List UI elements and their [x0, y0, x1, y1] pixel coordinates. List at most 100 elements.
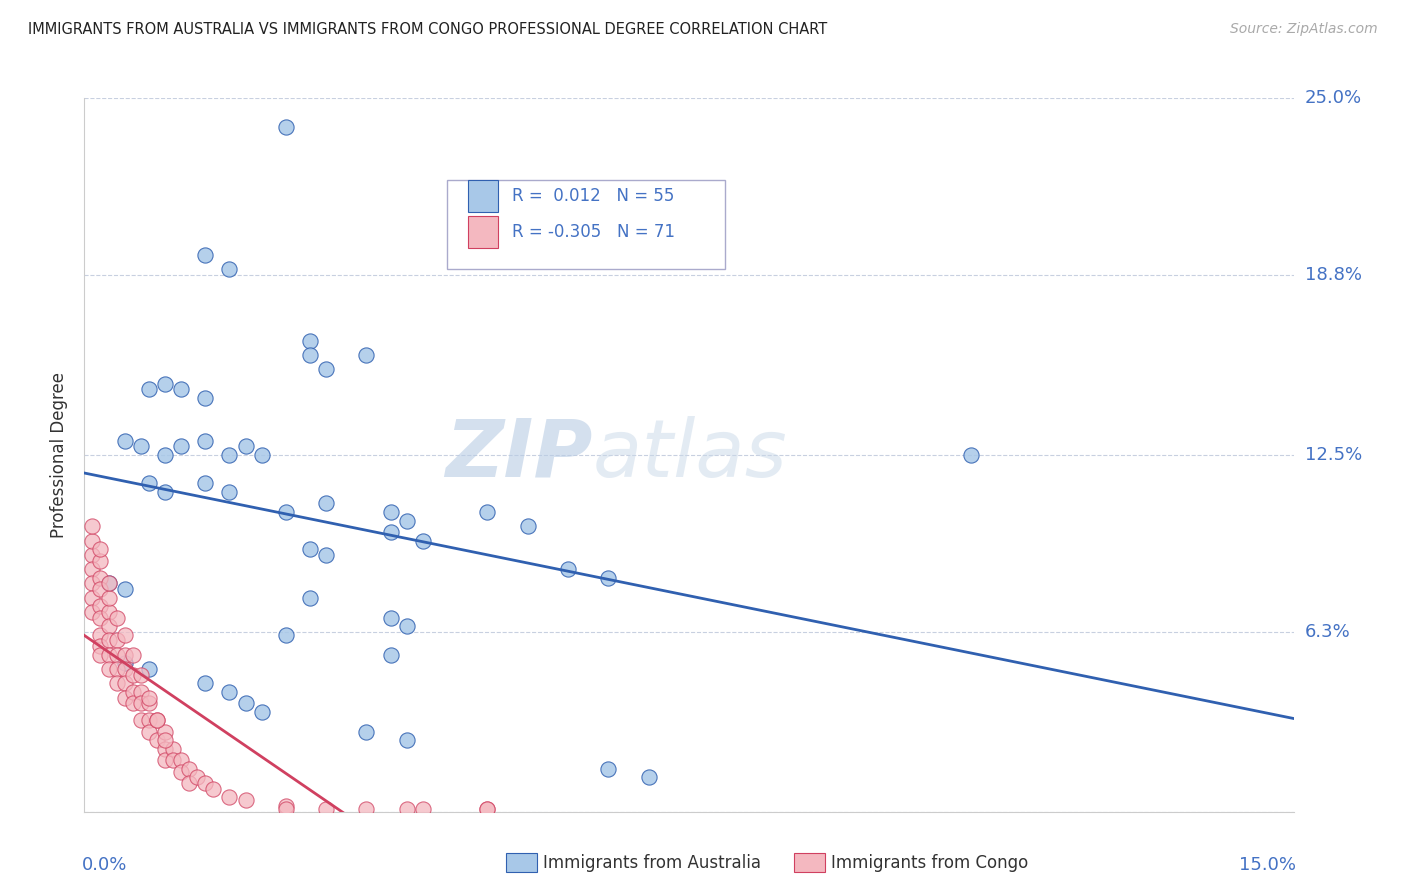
Point [82, 548, 104, 562]
Point [194, 391, 217, 405]
Point [82, 519, 104, 533]
Point [960, 448, 983, 462]
Text: R = -0.305   N = 71: R = -0.305 N = 71 [512, 223, 675, 241]
Point [299, 591, 322, 605]
Point [299, 348, 322, 362]
Point [274, 505, 297, 519]
Point [170, 382, 193, 396]
Text: 12.5%: 12.5% [1305, 446, 1362, 464]
Point [146, 733, 169, 747]
Point [138, 690, 160, 705]
Point [114, 648, 136, 662]
Point [598, 571, 620, 585]
Point [89, 571, 111, 585]
Point [121, 696, 143, 710]
Point [235, 793, 257, 807]
Point [395, 619, 418, 633]
Point [477, 802, 499, 816]
Point [82, 533, 104, 548]
Point [179, 776, 201, 790]
Point [97, 619, 120, 633]
Point [114, 434, 136, 448]
Text: Immigrants from Australia: Immigrants from Australia [543, 854, 761, 871]
Point [97, 576, 120, 591]
Point [153, 448, 176, 462]
Point [105, 610, 128, 624]
Point [179, 762, 201, 776]
Point [138, 662, 160, 676]
Point [477, 505, 499, 519]
Point [89, 639, 111, 653]
Point [89, 599, 111, 614]
Text: 18.8%: 18.8% [1305, 266, 1361, 284]
Point [194, 776, 217, 790]
Point [129, 667, 152, 681]
Point [299, 542, 322, 557]
Point [356, 802, 378, 816]
Point [105, 648, 128, 662]
Point [153, 742, 176, 756]
Text: 25.0%: 25.0% [1305, 89, 1362, 107]
Point [114, 582, 136, 596]
Text: 15.0%: 15.0% [1239, 856, 1296, 874]
Point [380, 524, 402, 539]
Y-axis label: Professional Degree: Professional Degree [51, 372, 69, 538]
Point [516, 519, 538, 533]
Point [121, 667, 143, 681]
Point [194, 476, 217, 491]
Point [114, 690, 136, 705]
Text: ZIP: ZIP [444, 416, 592, 494]
Point [598, 762, 620, 776]
Point [250, 705, 273, 719]
Text: Source: ZipAtlas.com: Source: ZipAtlas.com [1230, 22, 1378, 37]
Point [138, 696, 160, 710]
Point [138, 382, 160, 396]
Point [129, 439, 152, 453]
Point [89, 582, 111, 596]
Point [138, 714, 160, 728]
Point [138, 724, 160, 739]
Point [557, 562, 579, 576]
Point [274, 628, 297, 642]
Point [97, 633, 120, 648]
Point [114, 676, 136, 690]
Point [97, 662, 120, 676]
Point [170, 439, 193, 453]
Point [82, 591, 104, 605]
Point [89, 542, 111, 557]
Point [97, 591, 120, 605]
Point [129, 696, 152, 710]
Point [114, 662, 136, 676]
Point [218, 790, 240, 805]
Point [105, 676, 128, 690]
Text: R =  0.012   N = 55: R = 0.012 N = 55 [512, 187, 675, 205]
Point [162, 742, 184, 756]
Point [315, 362, 337, 376]
Point [274, 799, 297, 814]
Point [380, 610, 402, 624]
Point [218, 485, 240, 500]
Point [235, 696, 257, 710]
Point [82, 605, 104, 619]
Point [395, 514, 418, 528]
Point [315, 802, 337, 816]
Text: 6.3%: 6.3% [1305, 623, 1350, 640]
Point [299, 334, 322, 348]
Point [129, 714, 152, 728]
Point [218, 262, 240, 277]
Point [129, 685, 152, 699]
Point [170, 764, 193, 779]
Point [82, 562, 104, 576]
Text: IMMIGRANTS FROM AUSTRALIA VS IMMIGRANTS FROM CONGO PROFESSIONAL DEGREE CORRELATI: IMMIGRANTS FROM AUSTRALIA VS IMMIGRANTS … [28, 22, 827, 37]
Point [97, 605, 120, 619]
Point [162, 753, 184, 767]
Point [202, 781, 225, 796]
Point [153, 733, 176, 747]
Point [146, 714, 169, 728]
Point [105, 633, 128, 648]
Point [89, 553, 111, 567]
Point [89, 628, 111, 642]
Point [395, 733, 418, 747]
Point [138, 476, 160, 491]
Point [315, 548, 337, 562]
